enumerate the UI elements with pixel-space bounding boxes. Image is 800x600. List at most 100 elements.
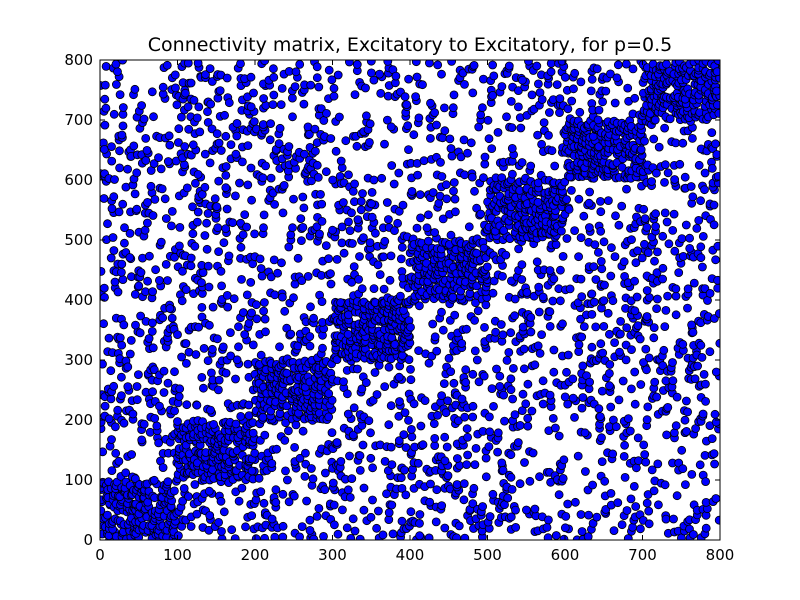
data-point bbox=[530, 360, 540, 370]
data-point bbox=[368, 463, 378, 473]
data-point bbox=[697, 352, 707, 362]
y-tick-label: 400 bbox=[64, 291, 93, 309]
data-point bbox=[406, 507, 416, 517]
data-point bbox=[107, 435, 116, 444]
data-point bbox=[341, 136, 351, 146]
data-point bbox=[694, 215, 704, 225]
data-point bbox=[554, 431, 564, 441]
data-point bbox=[293, 253, 303, 263]
data-point bbox=[546, 67, 556, 77]
data-point bbox=[454, 521, 464, 531]
data-point bbox=[261, 161, 271, 171]
data-point bbox=[132, 204, 142, 214]
data-point bbox=[246, 277, 256, 287]
data-point bbox=[161, 214, 171, 223]
data-point bbox=[344, 170, 353, 180]
data-point bbox=[367, 187, 377, 197]
data-point bbox=[100, 319, 108, 329]
data-point bbox=[174, 124, 184, 134]
data-point bbox=[510, 410, 520, 420]
data-point bbox=[386, 401, 396, 411]
data-point bbox=[151, 265, 161, 275]
data-point bbox=[647, 177, 656, 186]
data-point bbox=[150, 194, 160, 204]
data-point bbox=[154, 275, 164, 285]
data-point bbox=[468, 369, 478, 379]
data-point bbox=[401, 443, 411, 452]
data-point bbox=[387, 161, 397, 170]
data-point bbox=[235, 178, 244, 188]
data-point bbox=[113, 287, 123, 297]
data-point bbox=[700, 185, 709, 195]
data-point bbox=[642, 498, 652, 508]
data-point bbox=[669, 514, 678, 524]
data-point bbox=[165, 140, 175, 150]
data-point bbox=[163, 157, 173, 166]
data-point bbox=[523, 413, 533, 423]
data-point bbox=[305, 515, 315, 525]
data-point bbox=[710, 459, 719, 469]
data-point bbox=[130, 84, 140, 94]
data-point bbox=[267, 459, 277, 468]
data-point bbox=[163, 378, 173, 388]
data-point bbox=[100, 506, 106, 515]
data-point bbox=[661, 514, 671, 524]
data-point bbox=[252, 314, 262, 324]
data-point bbox=[133, 370, 143, 380]
data-point bbox=[578, 393, 588, 402]
data-point bbox=[365, 119, 375, 129]
data-point bbox=[358, 189, 367, 198]
data-point bbox=[463, 432, 473, 442]
data-point bbox=[383, 215, 393, 224]
data-point bbox=[139, 419, 149, 429]
data-point bbox=[117, 391, 126, 401]
data-point bbox=[161, 259, 171, 269]
data-point bbox=[433, 60, 443, 70]
data-point bbox=[358, 233, 368, 243]
data-point bbox=[420, 396, 430, 406]
data-point bbox=[141, 156, 151, 165]
data-point bbox=[521, 399, 531, 409]
data-point bbox=[560, 72, 570, 82]
data-point bbox=[333, 529, 343, 539]
data-point bbox=[304, 129, 314, 139]
data-point bbox=[103, 510, 112, 520]
data-point bbox=[488, 489, 498, 499]
data-point bbox=[395, 397, 404, 406]
data-point bbox=[104, 333, 114, 343]
data-point bbox=[472, 281, 482, 291]
data-point bbox=[594, 247, 603, 257]
data-point bbox=[432, 485, 442, 495]
data-point bbox=[348, 514, 358, 524]
data-point bbox=[346, 534, 356, 540]
data-point bbox=[639, 440, 649, 450]
data-point bbox=[282, 401, 292, 411]
data-point bbox=[106, 253, 116, 263]
data-point bbox=[443, 471, 453, 481]
data-point bbox=[689, 530, 698, 539]
data-point bbox=[415, 510, 425, 519]
data-point bbox=[141, 133, 151, 143]
data-point bbox=[160, 194, 170, 204]
data-point bbox=[528, 448, 538, 458]
data-point bbox=[462, 424, 472, 434]
data-point bbox=[350, 90, 360, 99]
data-point bbox=[159, 388, 169, 397]
data-point bbox=[500, 416, 509, 426]
data-point bbox=[463, 148, 472, 158]
data-point bbox=[306, 464, 316, 473]
data-point bbox=[100, 401, 110, 411]
data-point bbox=[687, 469, 697, 479]
data-point bbox=[644, 506, 654, 516]
data-point bbox=[326, 134, 336, 143]
data-point bbox=[653, 459, 663, 469]
data-point bbox=[678, 251, 688, 261]
data-point bbox=[668, 376, 678, 386]
data-point bbox=[573, 451, 583, 461]
data-point bbox=[644, 353, 654, 363]
data-point bbox=[258, 173, 268, 183]
data-point bbox=[117, 372, 126, 382]
data-point bbox=[109, 192, 119, 202]
data-point bbox=[225, 328, 235, 338]
data-point bbox=[432, 346, 442, 356]
